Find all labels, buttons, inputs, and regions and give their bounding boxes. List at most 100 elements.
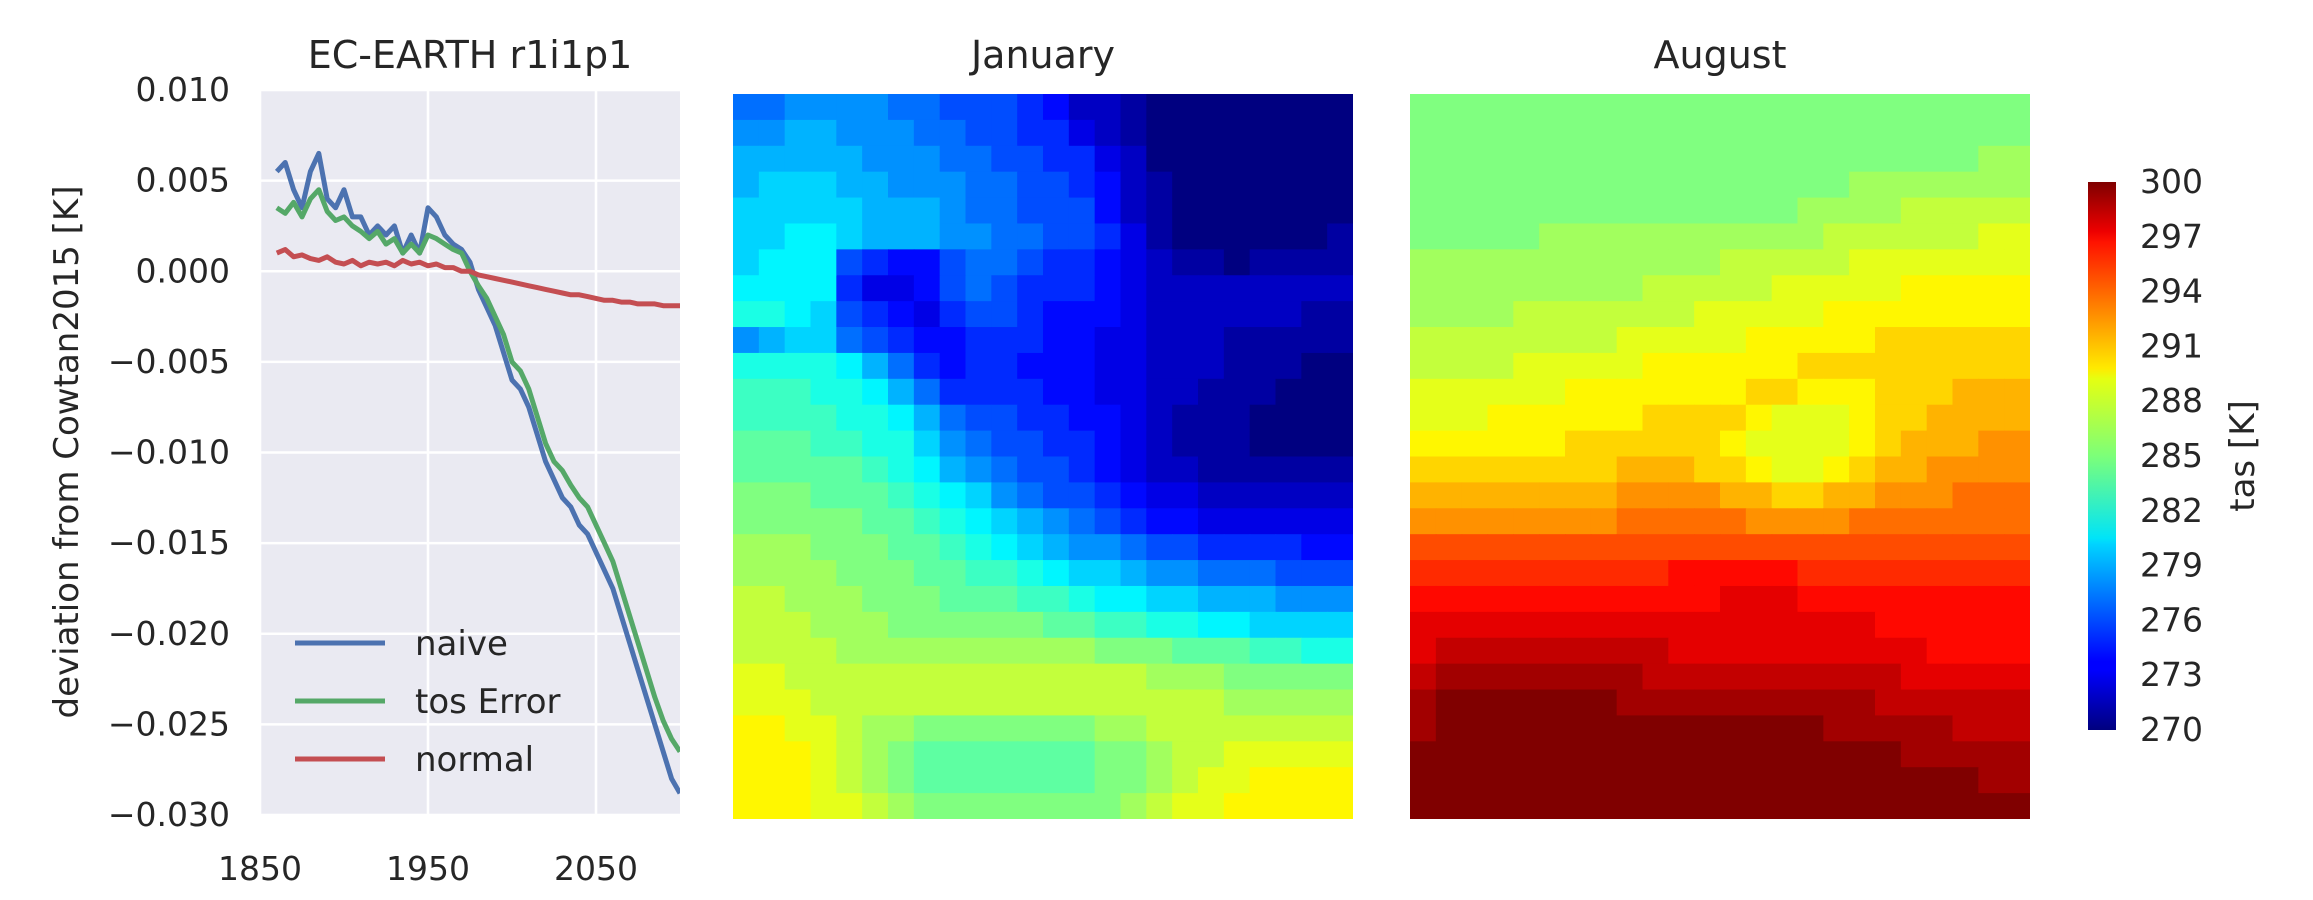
heatmap-cell: [1797, 119, 1824, 147]
heatmap-cell: [1461, 585, 1489, 613]
heatmap-cell: [1301, 327, 1328, 354]
heatmap-cell: [1198, 430, 1225, 458]
heatmap-cell: [1616, 560, 1644, 587]
heatmap-cell: [1275, 585, 1302, 613]
heatmap-cell: [1301, 456, 1328, 483]
heatmap-cell: [1539, 404, 1566, 432]
heatmap-cell: [1694, 171, 1721, 199]
heatmap-cell: [1978, 119, 2005, 147]
heatmap-cell: [1642, 560, 1669, 587]
heatmap-cell: [1275, 689, 1302, 717]
heatmap-cell: [1275, 119, 1302, 147]
heatmap-cell: [1172, 223, 1199, 250]
heatmap-cell: [1926, 663, 1954, 691]
heatmap-cell: [1487, 327, 1514, 354]
heatmap-cell: [836, 171, 863, 199]
heatmap-cell: [1668, 275, 1695, 302]
heatmap-cell: [1720, 534, 1747, 561]
heatmap-cell: [1849, 430, 1876, 458]
heatmap-cell: [1068, 508, 1096, 535]
heatmap-cell: [1590, 663, 1618, 691]
heatmap-cell: [784, 560, 812, 587]
heatmap-cell: [1952, 171, 1979, 199]
heatmap-cell: [1068, 171, 1096, 199]
heatmap-cell: [1017, 767, 1044, 794]
heatmap-cell: [1926, 715, 1954, 742]
heatmap-cell: [784, 508, 812, 535]
heatmap-cell: [1797, 249, 1824, 276]
heatmap-cell: [862, 482, 889, 509]
heatmap-cell: [888, 145, 915, 173]
heatmap-cell: [1461, 689, 1489, 717]
heatmap-cell: [1017, 223, 1044, 250]
heatmap-cell: [1513, 715, 1540, 742]
heatmap-cell: [1327, 637, 1353, 665]
heatmap-cell: [1043, 508, 1070, 535]
heatmap-cell: [2004, 223, 2030, 250]
heatmap-cell: [1410, 94, 1437, 121]
heatmap-cell: [2004, 534, 2030, 561]
heatmap-cell: [965, 430, 992, 458]
heatmap-cell: [1694, 223, 1721, 250]
heatmap-cell: [2004, 741, 2030, 768]
heatmap-cell: [1513, 197, 1540, 225]
heatmap-cell: [1120, 637, 1147, 665]
heatmap-cell: [1198, 560, 1225, 587]
heatmap-cell: [1616, 793, 1644, 819]
heatmap-cell: [758, 534, 786, 561]
heatmap-cell: [1068, 378, 1096, 406]
heatmap-cell: [1301, 404, 1328, 432]
heatmap-cell: [1301, 197, 1328, 225]
heatmap-cell: [1823, 741, 1850, 768]
heatmap-cell: [1435, 611, 1463, 639]
heatmap-cell: [939, 663, 967, 691]
heatmap-cell: [1146, 508, 1173, 535]
heatmap-cell: [1823, 119, 1850, 147]
heatmap-cell: [1327, 430, 1353, 458]
heatmap-cell: [1875, 171, 1902, 199]
heatmap-cell: [1094, 585, 1122, 613]
heatmap-cell: [862, 171, 889, 199]
heatmap-cell: [1513, 560, 1540, 587]
heatmap-cell: [2004, 637, 2030, 665]
heatmap-cell: [1590, 249, 1618, 276]
heatmap-cell: [1875, 223, 1902, 250]
heatmap-cell: [1094, 689, 1122, 717]
heatmap-cell: [1120, 585, 1147, 613]
heatmap-cell: [1146, 534, 1173, 561]
colorbar-tick-label: 288: [2140, 381, 2203, 420]
heatmap-cell: [1094, 560, 1122, 587]
heatmap-cell: [1952, 94, 1979, 121]
heatmap-cell: [1565, 378, 1592, 406]
heatmap-cell: [939, 145, 967, 173]
heatmap-cell: [1952, 378, 1979, 406]
heatmap-cell: [1249, 378, 1277, 406]
heatmap-cell: [1068, 611, 1096, 639]
heatmap-cell: [991, 275, 1018, 302]
heatmap-cell: [939, 275, 967, 302]
heatmap-cell: [1797, 689, 1824, 717]
heatmap-cell: [991, 430, 1018, 458]
heatmap-cell: [1461, 327, 1489, 354]
heatmap-cell: [1797, 378, 1824, 406]
heatmap-cell: [1017, 508, 1044, 535]
heatmap-cell: [1043, 145, 1070, 173]
heatmap-cell: [1172, 508, 1199, 535]
august-map-panel: August: [1410, 33, 2030, 819]
heatmap-cell: [1094, 223, 1122, 250]
heatmap-cell: [1017, 482, 1044, 509]
heatmap-cell: [733, 741, 760, 768]
heatmap-cell: [913, 508, 941, 535]
heatmap-cell: [991, 663, 1018, 691]
heatmap-cell: [1875, 352, 1902, 380]
heatmap-cell: [1745, 715, 1773, 742]
heatmap-cell: [1094, 275, 1122, 302]
heatmap-cell: [836, 663, 863, 691]
heatmap-cell: [1172, 611, 1199, 639]
heatmap-cell: [1120, 378, 1147, 406]
heatmap-cell: [1926, 404, 1954, 432]
heatmap-cell: [862, 689, 889, 717]
heatmap-cell: [1172, 352, 1199, 380]
heatmap-cell: [1642, 171, 1669, 199]
heatmap-cell: [1043, 171, 1070, 199]
